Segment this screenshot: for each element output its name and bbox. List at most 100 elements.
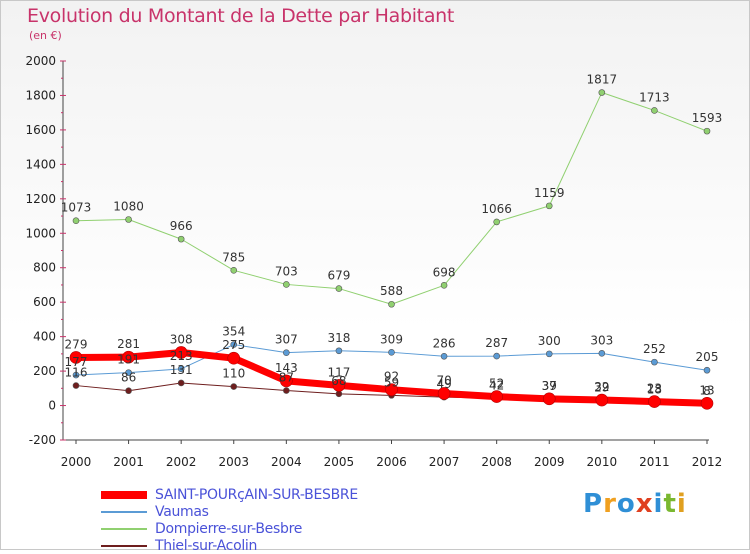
y-tick-label: 1000 <box>25 226 56 240</box>
data-label: 87 <box>279 371 294 385</box>
data-label: 1713 <box>639 90 670 104</box>
data-label: 588 <box>380 284 403 298</box>
chart-subtitle: (en €) <box>29 29 62 42</box>
data-point <box>595 393 609 407</box>
series-dompierre-sur-besbre <box>72 89 711 308</box>
data-point <box>545 350 553 358</box>
data-point <box>385 383 398 396</box>
data-point <box>230 267 238 274</box>
legend-item: Dompierre-sur-Besbre <box>101 520 358 537</box>
data-point <box>335 347 343 355</box>
y-tick-label: -200 <box>29 433 56 447</box>
data-point <box>545 202 553 210</box>
data-point <box>125 387 132 395</box>
data-label: 205 <box>696 350 719 364</box>
data-label: 354 <box>222 325 245 339</box>
data-point <box>72 382 80 389</box>
data-label: 52 <box>489 377 504 391</box>
data-label: 308 <box>170 332 193 346</box>
legend-label: Thiel-sur-Acolin <box>155 537 258 554</box>
data-point <box>388 349 395 356</box>
x-tick-label: 2001 <box>113 455 144 469</box>
series-vaumas <box>72 341 711 379</box>
y-tick-label: 400 <box>33 330 56 344</box>
data-point <box>125 369 132 376</box>
data-point <box>72 371 80 379</box>
data-label: 8 <box>703 384 711 398</box>
x-tick-label: 2010 <box>587 455 618 469</box>
data-label: 287 <box>485 336 508 350</box>
y-tick-label: 600 <box>33 295 56 309</box>
data-point <box>230 341 238 348</box>
y-tick-label: 2000 <box>25 54 56 68</box>
data-label: 1073 <box>61 201 92 215</box>
data-point <box>283 387 290 394</box>
data-label: 1080 <box>113 199 144 213</box>
data-point <box>177 235 185 243</box>
data-label: 1817 <box>587 73 618 87</box>
data-label: 116 <box>65 366 88 380</box>
data-label: 252 <box>643 342 666 356</box>
data-label: 23 <box>647 382 662 396</box>
chart-title: Evolution du Montant de la Dette par Hab… <box>27 5 455 27</box>
legend-label: Dompierre-sur-Besbre <box>155 520 303 537</box>
y-tick-label: 1200 <box>25 192 56 206</box>
data-label: 86 <box>121 371 136 385</box>
x-tick-label: 2005 <box>324 455 355 469</box>
data-point <box>598 350 606 357</box>
data-point <box>493 352 500 360</box>
data-label: 698 <box>433 265 456 279</box>
x-tick-label: 2008 <box>481 455 512 469</box>
data-label: 966 <box>170 219 193 233</box>
data-point <box>72 217 80 224</box>
data-label: 679 <box>327 269 350 283</box>
x-tick-label: 2003 <box>218 455 249 469</box>
legend-swatch <box>101 510 147 513</box>
x-tick-label: 2012 <box>692 455 723 469</box>
data-point <box>542 392 556 406</box>
legend-label: SAINT-POURçAIN-SUR-BESBRE <box>155 486 358 503</box>
data-point <box>177 365 185 373</box>
data-label: 70 <box>436 373 451 387</box>
y-tick-label: 800 <box>33 261 56 275</box>
legend-swatch <box>101 544 147 547</box>
data-point <box>122 350 135 364</box>
data-labels: 116 86 131 110 87 68 59 49 42 37 29 18 8 177 191 213 354… <box>61 73 723 399</box>
brand-logo: Proxiti <box>583 489 687 519</box>
data-point <box>177 379 185 387</box>
data-label: 68 <box>331 374 346 388</box>
data-label: 18 <box>647 382 662 396</box>
legend-item: SAINT-POURçAIN-SUR-BESBRE <box>101 486 358 503</box>
data-label: 131 <box>170 363 193 377</box>
data-point <box>125 216 132 223</box>
data-point <box>280 374 293 388</box>
data-label: 281 <box>117 337 140 351</box>
data-point <box>437 387 451 400</box>
data-point <box>440 281 448 289</box>
data-point <box>227 351 241 365</box>
data-label: 303 <box>590 333 613 347</box>
legend-item: Thiel-sur-Acolin <box>101 537 358 554</box>
data-label: 279 <box>65 337 88 351</box>
data-label: 13 <box>699 383 714 397</box>
data-label: 117 <box>327 365 350 379</box>
data-label: 318 <box>327 331 350 345</box>
y-tick-label: 200 <box>33 364 56 378</box>
series-layer <box>69 89 714 410</box>
legend-swatch <box>101 527 147 530</box>
data-label: 37 <box>542 379 557 393</box>
y-tick-label: 1800 <box>25 88 56 102</box>
data-point <box>700 397 714 410</box>
data-label: 1159 <box>534 186 565 200</box>
x-tick-label: 2007 <box>429 455 460 469</box>
x-tick-label: 2004 <box>271 455 302 469</box>
x-tick-label: 2011 <box>639 455 670 469</box>
series-line <box>75 92 708 305</box>
series-saint-pour-ain-sur-besbre <box>69 346 714 410</box>
data-point <box>283 349 290 356</box>
x-tick-label: 2006 <box>376 455 407 469</box>
data-label: 1066 <box>481 202 512 216</box>
legend-item: Vaumas <box>101 503 358 520</box>
